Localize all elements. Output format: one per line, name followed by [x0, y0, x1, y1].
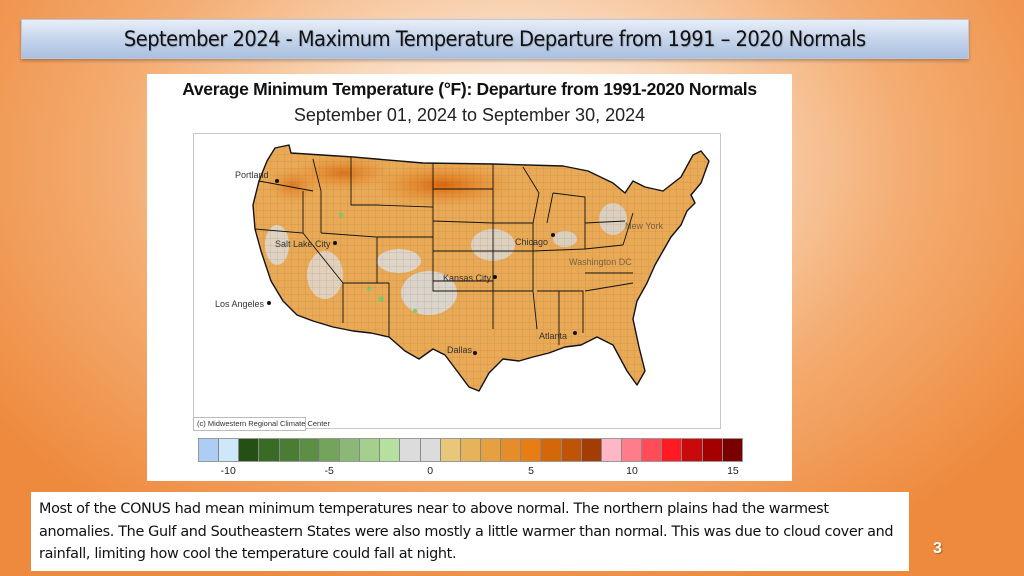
- legend-tick-label: 10: [626, 465, 638, 477]
- legend-swatch: [521, 439, 542, 461]
- legend-swatch: [541, 439, 562, 461]
- legend-swatch: [440, 439, 461, 461]
- legend-swatch: [339, 439, 361, 461]
- city-label-kansas-city: Kansas City: [443, 273, 492, 283]
- legend-swatch: [722, 439, 742, 461]
- legend-swatch: [380, 439, 401, 461]
- legend-swatch: [199, 439, 220, 461]
- city-label-portland: Portland: [235, 170, 269, 180]
- map-credit: (c) Midwestern Regional Climate Center: [193, 417, 330, 431]
- legend-swatch: [480, 439, 502, 461]
- legend-swatch: [601, 439, 622, 461]
- legend-swatch: [501, 439, 522, 461]
- legend-swatch: [360, 439, 381, 461]
- legend-tick-label: 5: [528, 465, 534, 477]
- legend-tick-label: 15: [727, 465, 739, 477]
- legend-swatch: [420, 439, 441, 461]
- legend-swatch: [239, 439, 260, 461]
- legend-swatch: [460, 439, 481, 461]
- conus-departure-map: Portland Salt Lake City Los Angeles Kans…: [215, 144, 710, 392]
- caption-box: Most of the CONUS had mean minimum tempe…: [31, 492, 909, 571]
- city-label-dallas: Dallas: [447, 345, 473, 355]
- legend-swatch: [279, 439, 300, 461]
- temperature-map-panel: Average Minimum Temperature (°F): Depart…: [147, 74, 792, 481]
- state-boundaries: [254, 157, 634, 345]
- city-label-los-angeles: Los Angeles: [215, 299, 265, 309]
- legend-swatch: [561, 439, 582, 461]
- legend-swatch: [400, 439, 421, 461]
- legend-swatch: [702, 439, 723, 461]
- legend-swatch: [219, 439, 240, 461]
- color-scale-legend: [198, 438, 743, 462]
- legend-swatch: [319, 439, 340, 461]
- city-label-new-york: New York: [625, 221, 664, 231]
- legend-swatch: [581, 439, 602, 461]
- city-label-washington: Washington DC: [569, 257, 632, 267]
- legend-swatch: [662, 439, 683, 461]
- city-label-chicago: Chicago: [515, 237, 548, 247]
- legend-swatch: [259, 439, 280, 461]
- city-markers: Portland Salt Lake City Los Angeles Kans…: [215, 170, 664, 355]
- map-subtitle: September 01, 2024 to September 30, 2024: [293, 105, 646, 125]
- legend-tick-labels: -10 -5 0 5 10 15: [198, 465, 743, 479]
- legend-tick-label: 0: [427, 465, 434, 477]
- legend-swatch: [642, 439, 663, 461]
- legend-swatch: [682, 439, 703, 461]
- city-label-atlanta: Atlanta: [539, 331, 567, 341]
- legend-tick-label: -5: [324, 465, 334, 477]
- map-title: Average Minimum Temperature (°F): Depart…: [182, 79, 757, 99]
- map-frame: [193, 133, 721, 429]
- slide-title-bar: September 2024 - Maximum Temperature Dep…: [21, 19, 969, 59]
- caption-text: Most of the CONUS had mean minimum tempe…: [39, 501, 894, 562]
- city-label-salt-lake-city: Salt Lake City: [275, 239, 331, 249]
- slide-title: September 2024 - Maximum Temperature Dep…: [124, 27, 866, 51]
- legend-swatch: [299, 439, 320, 461]
- slide-page-number: 3: [933, 540, 942, 557]
- legend-swatch: [621, 439, 643, 461]
- legend-tick-label: -10: [220, 465, 236, 477]
